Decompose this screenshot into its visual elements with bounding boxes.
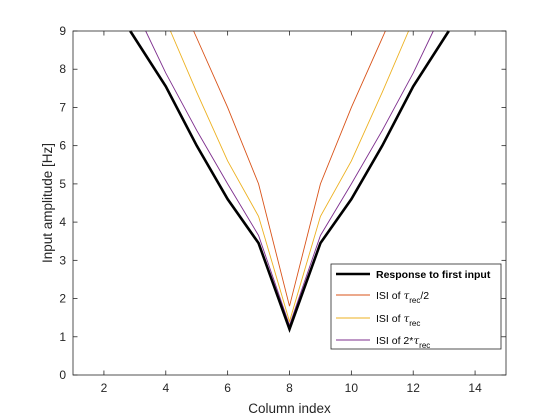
legend-label-1: ISI of τrec/2 — [376, 290, 429, 305]
x-axis-label: Column index — [248, 401, 331, 416]
y-tick-label: 7 — [59, 100, 66, 114]
x-tick-label: 6 — [224, 381, 231, 395]
series-layer — [129, 30, 450, 333]
legend-label-2: ISI of τrec — [376, 313, 420, 328]
x-tick-label: 12 — [407, 381, 421, 395]
y-tick-label: 5 — [59, 177, 66, 191]
legend-box — [330, 263, 502, 350]
legend-label-3: ISI of 2*τrec — [376, 335, 430, 350]
x-tick-label: 8 — [286, 381, 293, 395]
y-tick-label: 0 — [59, 368, 66, 382]
x-tick-label: 10 — [345, 381, 359, 395]
y-tick-label: 3 — [59, 253, 66, 267]
x-tick-label: 2 — [101, 381, 108, 395]
y-tick-label: 1 — [59, 330, 66, 344]
series-line-1 — [193, 30, 386, 307]
x-tick-label: 14 — [468, 381, 482, 395]
y-axis-label: Input amplitude [Hz] — [40, 143, 55, 263]
y-tick-label: 4 — [59, 215, 66, 229]
series-line-2 — [170, 30, 409, 324]
y-tick-label: 8 — [59, 62, 66, 76]
x-tick-label: 4 — [162, 381, 169, 395]
legend-label-0: Response to first input — [376, 269, 491, 281]
y-tick-label: 9 — [59, 24, 66, 38]
y-tick-label: 6 — [59, 139, 66, 153]
y-tick-label: 2 — [59, 292, 66, 306]
series-line-0 — [129, 30, 450, 333]
legend: Response to first input ISI of τrec/2 ISI … — [330, 263, 502, 350]
